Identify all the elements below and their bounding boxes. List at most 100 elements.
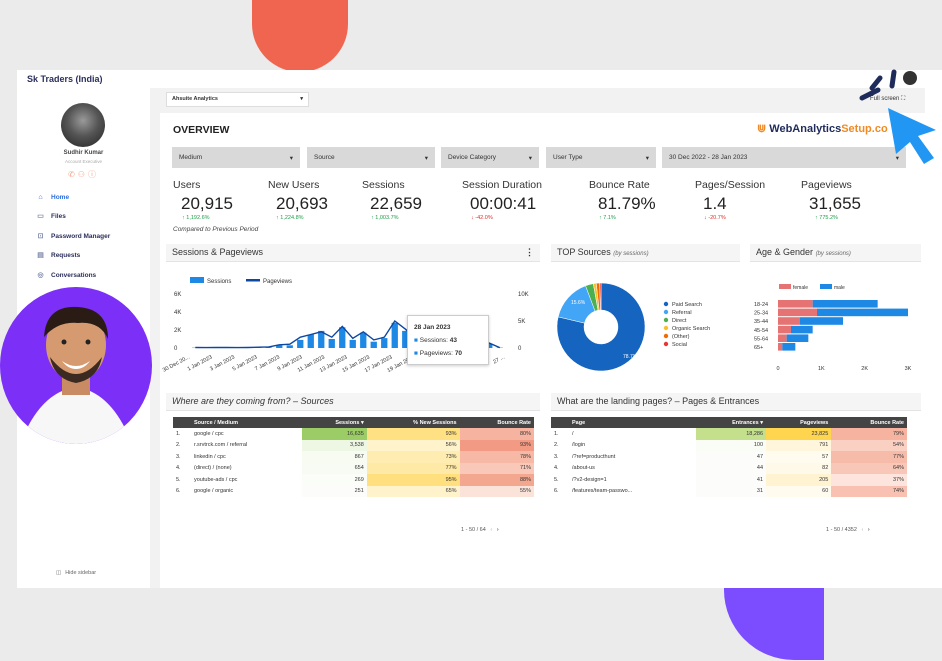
fullscreen-label: Full screen bbox=[870, 96, 900, 102]
prev-page-icon[interactable]: ‹ bbox=[861, 527, 864, 533]
kpi-value: 20,693 bbox=[276, 194, 328, 213]
legend-dot bbox=[663, 301, 669, 307]
y-tick-label: 4K bbox=[174, 310, 181, 316]
landing-pages-table: Page Entrances ▾ Pageviews Bounce Rate 1. / 18… bbox=[551, 417, 907, 497]
table-cell: (direct) / (none) bbox=[194, 465, 232, 472]
column-header[interactable]: Sessions ▾ bbox=[302, 417, 367, 428]
legend-label-pageviews: Pageviews bbox=[263, 279, 292, 285]
next-page-icon[interactable]: › bbox=[867, 527, 870, 533]
table-cell: linkedin / cpc bbox=[194, 453, 226, 460]
table-cell: / bbox=[572, 430, 574, 437]
column-header[interactable]: Bounce Rate bbox=[831, 417, 907, 428]
datasource-select[interactable]: Ahsuite Analytics ▾ bbox=[166, 92, 309, 107]
male-bar bbox=[799, 317, 843, 325]
kpi-value: 81.79% bbox=[598, 194, 656, 213]
table-cell: 791 bbox=[766, 439, 832, 451]
date-range-picker[interactable]: 30 Dec 2022 - 28 Jan 2023 ▾ bbox=[662, 147, 906, 168]
table-row[interactable]: 1. google / cpc 16,635 93% 80% bbox=[173, 428, 534, 440]
table-cell: 5. bbox=[176, 476, 181, 483]
male-bar bbox=[786, 334, 809, 342]
legend-label: Direct bbox=[672, 318, 687, 324]
kpi-delta: ↑ 1,192.6% bbox=[182, 215, 210, 221]
column-header[interactable]: Page bbox=[569, 417, 696, 428]
filter-label: User Type bbox=[553, 154, 583, 161]
column-header[interactable]: Entrances ▾ bbox=[695, 417, 767, 428]
table-cell: 867 bbox=[302, 451, 367, 463]
kpi-label: Bounce Rate bbox=[589, 179, 650, 191]
sidebar-item-conversations[interactable]: ◎ Conversations bbox=[36, 268, 150, 282]
table-cell: 2. bbox=[176, 442, 181, 449]
table-row[interactable]: 5. /?v2-design=1 41 205 37% bbox=[551, 474, 907, 486]
next-page-icon[interactable]: › bbox=[496, 527, 499, 533]
panel-title: TOP Sources bbox=[557, 247, 611, 257]
table-cell: 6. bbox=[176, 488, 181, 495]
chat-icon: ◎ bbox=[37, 272, 44, 279]
sessions-bar bbox=[370, 341, 377, 348]
table-cell: 3. bbox=[176, 453, 181, 460]
table-row[interactable]: 2. /login 100 791 54% bbox=[551, 439, 907, 451]
filter-label: Source bbox=[314, 154, 335, 161]
sidebar-item-password-manager[interactable]: ⊡ Password Manager bbox=[36, 229, 150, 243]
table-cell: 65% bbox=[366, 485, 460, 497]
panel-title: Sessions & Pageviews bbox=[172, 247, 264, 257]
table-row[interactable]: 6. /features/team-passwo... 31 60 74% bbox=[551, 485, 907, 497]
column-header[interactable]: Pageviews bbox=[766, 417, 832, 428]
sidebar-item-label: Home bbox=[51, 193, 70, 201]
table-cell: 2. bbox=[554, 442, 559, 449]
sparkle-marks-icon bbox=[859, 69, 917, 101]
column-header[interactable]: Source / Medium bbox=[191, 417, 303, 428]
table-row[interactable]: 2. r.srvtrck.com / referral 3,538 56% 93% bbox=[173, 439, 534, 451]
legend-swatch-female bbox=[779, 284, 791, 289]
user-action-icons[interactable]: ✆⚇ⓘ bbox=[17, 169, 150, 180]
sidebar-item-requests[interactable]: ▤ Requests bbox=[36, 248, 150, 262]
kpi-label: Sessions bbox=[362, 179, 405, 191]
sidebar-item-home[interactable]: ⌂ Home bbox=[36, 190, 150, 204]
table-cell: /about-us bbox=[572, 465, 595, 472]
kpi-pages-session: Pages/Session 1.4 ↓ -20.7% bbox=[695, 179, 765, 221]
table-cell: 44 bbox=[695, 462, 767, 474]
table-cell: 3. bbox=[554, 453, 559, 460]
cursor-arrow-icon bbox=[888, 108, 936, 164]
sources-table-header: Where are they coming from? – Sources bbox=[166, 393, 540, 411]
panel-title: Where are they coming from? – Sources bbox=[172, 396, 334, 406]
kpi-delta: ↓ -20.7% bbox=[704, 215, 726, 221]
more-options-icon[interactable]: ⋮ bbox=[525, 247, 534, 257]
logo-mark-icon: ⋓ bbox=[757, 123, 767, 135]
y-tick-label: 2K bbox=[174, 328, 181, 334]
filter-source[interactable]: Source ▾ bbox=[307, 147, 435, 168]
column-header[interactable]: Bounce Rate bbox=[459, 417, 534, 428]
prev-page-icon[interactable]: ‹ bbox=[490, 527, 493, 533]
chart-tooltip: 28 Jan 2023 ■ Sessions: 43 ■ Pageviews: … bbox=[407, 315, 489, 365]
column-header[interactable]: % New Sessions bbox=[366, 417, 460, 428]
table-cell: 37% bbox=[831, 474, 907, 486]
info-icon[interactable]: ⓘ bbox=[87, 170, 99, 179]
table-row[interactable]: 4. /about-us 44 82 64% bbox=[551, 462, 907, 474]
table-cell: 47 bbox=[695, 451, 767, 463]
brand-logo: ⋓ WebAnalyticsSetup.co bbox=[757, 122, 888, 135]
filter-user-type[interactable]: User Type ▾ bbox=[546, 147, 656, 168]
table-row[interactable]: 3. /?ref=producthunt 47 57 77% bbox=[551, 451, 907, 463]
hide-sidebar-button[interactable]: ◫ Hide sidebar bbox=[56, 570, 96, 576]
sidebar-item-files[interactable]: ▭ Files bbox=[36, 209, 150, 223]
table-row[interactable]: 5. youtube-ads / cpc 269 95% 88% bbox=[173, 474, 534, 486]
sessions-bar bbox=[360, 332, 367, 348]
tooltip-label: Sessions: bbox=[419, 337, 448, 344]
table-header-row: Page Entrances ▾ Pageviews Bounce Rate bbox=[551, 417, 907, 428]
phone-icon[interactable]: ✆ bbox=[68, 170, 78, 179]
table-row[interactable]: 1. / 18,286 23,825 79% bbox=[551, 428, 907, 440]
fullscreen-button[interactable]: Full screen ⛶ bbox=[870, 96, 905, 103]
avatar[interactable] bbox=[61, 103, 105, 147]
table-row[interactable]: 3. linkedin / cpc 867 73% 78% bbox=[173, 451, 534, 463]
table-row[interactable]: 4. (direct) / (none) 654 77% 71% bbox=[173, 462, 534, 474]
kpi-delta: ↓ -42.0% bbox=[471, 215, 493, 221]
kpi-pageviews: Pageviews 31,655 ↑ 775.2% bbox=[801, 179, 861, 221]
filter-medium[interactable]: Medium ▾ bbox=[172, 147, 300, 168]
male-bar bbox=[782, 343, 796, 351]
x-tick-label: 30 Dec 20... bbox=[162, 354, 191, 373]
contacts-icon[interactable]: ⚇ bbox=[77, 170, 88, 179]
filter-device-category[interactable]: Device Category ▾ bbox=[441, 147, 539, 168]
y2-tick-label: 5K bbox=[518, 319, 525, 325]
table-row[interactable]: 6. google / organic 251 65% 55% bbox=[173, 485, 534, 497]
legend-label-sessions: Sessions bbox=[207, 279, 231, 285]
table-cell: 79% bbox=[831, 428, 907, 440]
